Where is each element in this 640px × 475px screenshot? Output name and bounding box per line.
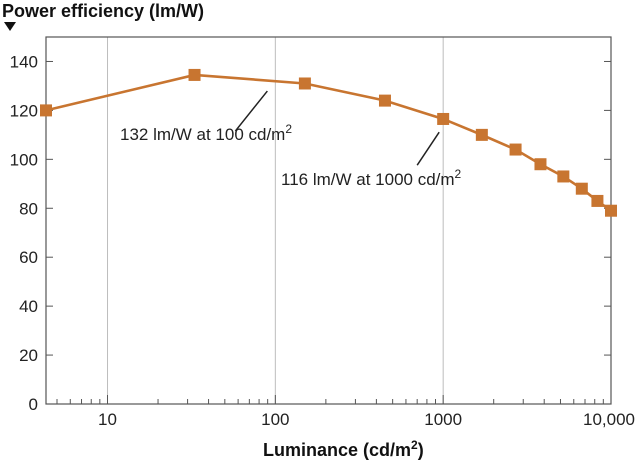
y-tick-label: 20 [19, 346, 38, 365]
y-tick-label: 120 [10, 101, 38, 120]
data-point [298, 77, 311, 90]
data-point [557, 170, 570, 183]
annotation-leader-line [416, 131, 440, 166]
x-tick-label: 10,000 [583, 410, 635, 429]
x-axis-label-sup: 2 [411, 438, 418, 452]
annotation-leader-line [234, 90, 268, 132]
annotation-superscript: 2 [455, 167, 462, 181]
data-point [40, 104, 52, 117]
x-axis-label-end: ) [418, 440, 424, 460]
data-series [40, 68, 617, 217]
annotation-text: 116 lm/W at 1000 cd/m [281, 170, 455, 189]
data-point [575, 182, 588, 195]
y-tick-label: 60 [19, 248, 38, 267]
data-point [378, 94, 391, 107]
annotation-text: 132 lm/W at 100 cd/m [120, 125, 285, 144]
y-tick-label: 40 [19, 297, 38, 316]
grid-lines [107, 37, 444, 404]
data-point [475, 128, 488, 141]
y-tick-label: 0 [29, 395, 38, 414]
data-point [188, 68, 201, 81]
x-axis-label-main: Luminance (cd/m [263, 440, 411, 460]
annotation-label: 132 lm/W at 100 cd/m2 [120, 122, 292, 144]
y-axis-arrow-icon [4, 22, 16, 31]
data-point [534, 158, 547, 171]
x-axis-label: Luminance (cd/m2) [263, 438, 424, 460]
data-point [437, 112, 450, 125]
annotation-superscript: 2 [285, 122, 292, 136]
x-tick-label: 100 [261, 410, 289, 429]
data-point [605, 204, 617, 217]
x-tick-label: 1000 [424, 410, 462, 429]
axis-ticks: 10 100 1000 10,000 0 20 40 60 80 100 120 140 [10, 52, 635, 429]
y-tick-label: 80 [19, 199, 38, 218]
annotation-label: 116 lm/W at 1000 cd/m2 [281, 167, 462, 189]
y-axis-label: Power efficiency (lm/W) [2, 1, 204, 21]
data-point [591, 194, 604, 207]
data-point [509, 143, 522, 156]
plot-frame [45, 36, 612, 405]
x-tick-label: 10 [98, 410, 117, 429]
y-tick-label: 140 [10, 52, 38, 71]
y-tick-label: 100 [10, 150, 38, 169]
